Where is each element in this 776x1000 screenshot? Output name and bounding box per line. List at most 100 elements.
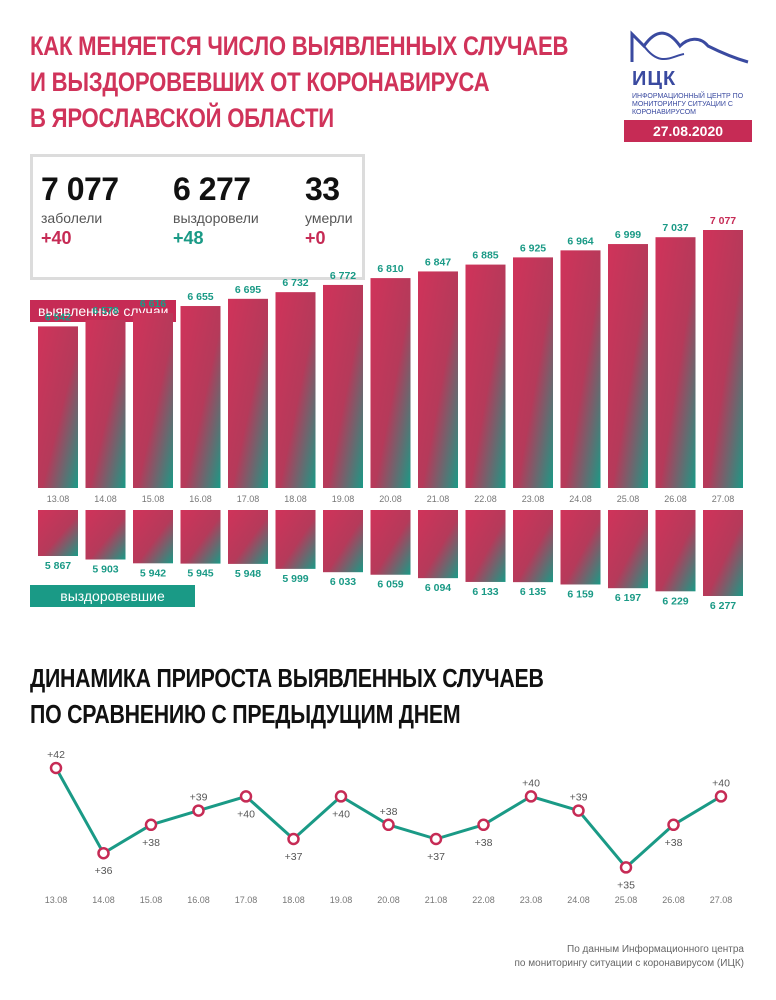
recovered-bar-label: 6 277 bbox=[710, 600, 736, 612]
recovered-bar-label: 6 159 bbox=[567, 588, 593, 600]
recovered-bar bbox=[465, 510, 506, 582]
case-bar bbox=[180, 306, 221, 488]
case-bar-label: 6 578 bbox=[92, 305, 118, 317]
case-bar bbox=[370, 278, 411, 488]
delta-point-label: +35 bbox=[617, 879, 635, 891]
logo-subtitle: ИНФОРМАЦИОННЫЙ ЦЕНТР ПО МОНИТОРИНГУ СИТУ… bbox=[632, 93, 744, 116]
case-bar bbox=[418, 271, 458, 488]
delta-point-label: +38 bbox=[142, 837, 160, 849]
recovered-bar-label: 5 903 bbox=[92, 564, 118, 576]
case-bar bbox=[703, 230, 743, 488]
stat-recovered-value: 6 277 bbox=[173, 171, 251, 207]
x-tick-label: 26.08 bbox=[664, 494, 687, 504]
x-tick-label: 16.08 bbox=[189, 494, 212, 504]
line-x-tick-label: 24.08 bbox=[567, 895, 590, 905]
recovered-bar-label: 5 942 bbox=[140, 567, 166, 579]
stat-cases-label: заболели bbox=[41, 210, 103, 226]
case-bar bbox=[38, 326, 78, 488]
case-bar-label: 7 037 bbox=[662, 222, 688, 234]
recovered-bar-label: 6 033 bbox=[330, 576, 356, 588]
recovered-bar-label: 6 197 bbox=[615, 592, 641, 604]
line-x-tick-label: 19.08 bbox=[330, 895, 353, 905]
recovered-bar-label: 5 999 bbox=[282, 573, 308, 585]
line-x-tick-label: 14.08 bbox=[92, 895, 115, 905]
delta-point-label: +42 bbox=[47, 749, 65, 761]
recovered-bar-label: 5 867 bbox=[45, 560, 71, 572]
x-tick-label: 22.08 bbox=[474, 494, 497, 504]
bar-chart: 6 542 13.08 5 867 6 578 14.08 5 903 6 616 15.08… bbox=[38, 215, 743, 612]
stat-cases-value: 7 077 bbox=[41, 171, 119, 207]
case-bar bbox=[133, 313, 173, 488]
case-bar-label: 6 999 bbox=[615, 229, 641, 241]
case-bar bbox=[560, 250, 601, 488]
stat-recovered-delta: +48 bbox=[173, 228, 204, 248]
line-x-tick-label: 16.08 bbox=[187, 895, 210, 905]
case-bar bbox=[228, 298, 268, 488]
delta-point bbox=[429, 832, 443, 846]
line-x-tick-label: 26.08 bbox=[662, 895, 685, 905]
case-bar-label: 6 616 bbox=[140, 298, 166, 310]
line-x-tick-label: 21.08 bbox=[425, 895, 448, 905]
case-bar-label: 6 655 bbox=[187, 291, 213, 303]
delta-point bbox=[477, 818, 490, 832]
recovered-bar bbox=[275, 510, 316, 569]
delta-point bbox=[667, 818, 680, 832]
recovered-bar-label: 5 945 bbox=[187, 568, 213, 580]
line-chart-title: ДИНАМИКА ПРИРОСТА ВЫЯВЛЕННЫХ СЛУЧАЕВ ПО … bbox=[30, 660, 544, 732]
subtitle-line-1: ДИНАМИКА ПРИРОСТА ВЫЯВЛЕННЫХ СЛУЧАЕВ bbox=[30, 663, 544, 693]
source-footnote: По данным Информационного центра по мони… bbox=[515, 943, 745, 971]
x-tick-label: 17.08 bbox=[237, 494, 260, 504]
delta-point-label: +37 bbox=[427, 851, 445, 863]
x-tick-label: 19.08 bbox=[332, 494, 355, 504]
delta-point-label: +40 bbox=[522, 777, 540, 789]
title-line-2: И ВЫЗДОРОВЕВШИХ ОТ КОРОНАВИРУСА bbox=[30, 67, 490, 97]
recovered-bar bbox=[560, 510, 601, 585]
recovered-bar bbox=[323, 510, 363, 573]
recovered-bar bbox=[655, 510, 696, 592]
recovered-legend-chip: выздоровевшие bbox=[30, 585, 195, 607]
case-bar-label: 6 772 bbox=[330, 270, 356, 282]
stats-panel: 7 077 заболели +40 6 277 выздоровели +48… bbox=[30, 154, 365, 280]
stat-cases-delta: +40 bbox=[41, 228, 72, 248]
delta-point bbox=[714, 790, 728, 803]
delta-point bbox=[49, 761, 63, 775]
case-bar-label: 6 732 bbox=[282, 277, 308, 289]
recovered-bar bbox=[228, 510, 268, 564]
date-badge: 27.08.2020 bbox=[624, 120, 752, 142]
stat-recovered-label: выздоровели bbox=[173, 210, 259, 226]
stat-deaths-label: умерли bbox=[305, 210, 353, 226]
delta-point-label: +39 bbox=[570, 792, 588, 804]
delta-point-label: +40 bbox=[332, 808, 350, 820]
recovered-bar-label: 6 229 bbox=[662, 595, 688, 607]
line-x-tick-label: 25.08 bbox=[615, 895, 638, 905]
x-tick-label: 25.08 bbox=[617, 494, 640, 504]
x-tick-label: 24.08 bbox=[569, 494, 592, 504]
delta-point-label: +38 bbox=[380, 806, 398, 818]
x-tick-label: 20.08 bbox=[379, 494, 402, 504]
stat-deaths-delta: +0 bbox=[305, 228, 326, 248]
stat-deaths-value: 33 bbox=[305, 171, 340, 207]
delta-point bbox=[619, 861, 633, 874]
recovered-bar-label: 6 135 bbox=[520, 586, 546, 598]
x-tick-label: 15.08 bbox=[142, 494, 165, 504]
delta-point bbox=[192, 804, 205, 817]
recovered-bar bbox=[85, 510, 126, 560]
case-bar-label: 6 964 bbox=[567, 235, 593, 247]
case-bar-label: 6 810 bbox=[377, 263, 403, 275]
case-bar bbox=[655, 237, 696, 488]
recovered-bar bbox=[38, 510, 78, 556]
stat-cases: 7 077 заболели +40 bbox=[41, 171, 119, 249]
case-bar bbox=[275, 292, 316, 488]
delta-point-label: +37 bbox=[285, 851, 303, 863]
delta-point-label: +40 bbox=[712, 777, 730, 789]
delta-point bbox=[524, 790, 538, 803]
subtitle-line-2: ПО СРАВНЕНИЮ С ПРЕДЫДУЩИМ ДНЕМ bbox=[30, 699, 461, 729]
recovered-bar-label: 6 094 bbox=[425, 582, 451, 594]
x-tick-label: 27.08 bbox=[712, 494, 735, 504]
recovered-bar bbox=[370, 510, 411, 575]
recovered-bar-label: 6 059 bbox=[377, 579, 403, 591]
x-tick-label: 13.08 bbox=[47, 494, 70, 504]
logo-icon bbox=[630, 30, 749, 64]
footnote-line-2: по мониторингу ситуации с коронавирусом … bbox=[514, 958, 745, 969]
case-bar-label: 6 542 bbox=[45, 311, 71, 323]
